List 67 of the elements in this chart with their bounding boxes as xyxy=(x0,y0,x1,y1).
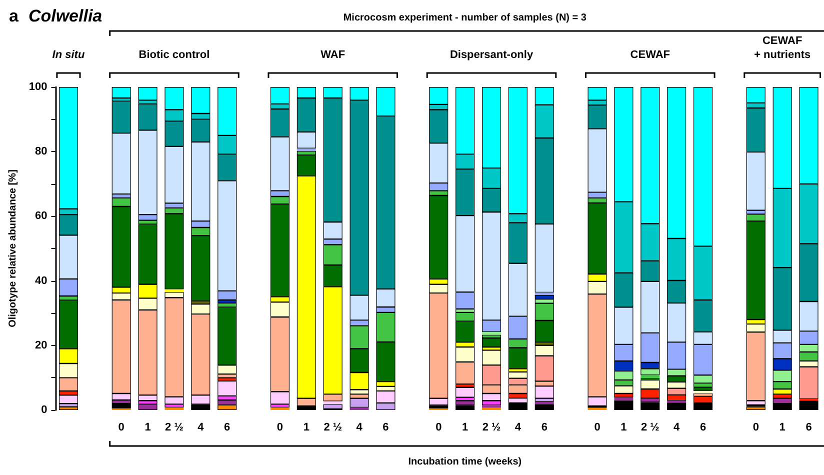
bar xyxy=(534,402,554,404)
x-tick-label: 1 xyxy=(779,422,786,434)
x-tick-label: 1 xyxy=(144,422,151,434)
x-tick-label: 4 xyxy=(356,422,364,434)
x-tick-label: 2 ½ xyxy=(640,422,660,434)
text: Biotic control xyxy=(138,49,210,61)
text: CEWAF + nutrients xyxy=(754,35,811,61)
x-tick-label: 0 xyxy=(276,422,284,434)
bar xyxy=(614,400,634,410)
x-tick-label: 2 ½ xyxy=(324,422,342,434)
bar xyxy=(323,404,342,410)
bar xyxy=(58,406,78,410)
bar xyxy=(746,406,766,410)
x-tick-label: 0 xyxy=(118,422,124,434)
bar xyxy=(112,87,131,98)
bar xyxy=(640,402,660,410)
x-tick-label: 0 xyxy=(752,422,759,434)
y-axis-title: Oligotype relative abundance [%] xyxy=(8,170,18,328)
x-tick-label: 0 xyxy=(436,422,442,434)
x-tick-label: 6 xyxy=(382,422,389,434)
x-tick-label: 1 xyxy=(620,422,627,434)
x-tick-label: 2 ½ xyxy=(165,422,184,434)
x-tick-label: 6 xyxy=(700,422,706,434)
x-tick-label: 6 xyxy=(224,422,230,434)
x-tick-label: 4 xyxy=(198,422,205,434)
x-tick-label: 0 xyxy=(594,422,600,434)
bar xyxy=(138,404,158,410)
x-tick-label: 1 xyxy=(303,422,310,434)
y-tick-label: 100 xyxy=(28,81,48,93)
text: Dispersant-only xyxy=(450,49,534,61)
bar xyxy=(164,407,184,410)
y-tick-label: 20 xyxy=(35,339,48,352)
bar xyxy=(350,398,369,408)
text: In situ xyxy=(52,49,85,61)
bar xyxy=(667,402,686,410)
x-tick-label: 6 xyxy=(541,422,548,434)
y-tick-label: 60 xyxy=(35,210,48,222)
bar xyxy=(296,148,316,151)
bar xyxy=(456,387,475,398)
bar xyxy=(534,404,554,410)
bar xyxy=(164,289,184,292)
x-tick-label: 2 ½ xyxy=(482,422,501,434)
x-tick-label: 1 xyxy=(462,422,468,434)
x-tick-label: 4 xyxy=(674,422,681,434)
bar xyxy=(482,338,502,348)
bar xyxy=(640,375,660,378)
bar xyxy=(534,295,554,300)
text: Microcosm experiment - number of samples (N) = 3 xyxy=(343,12,587,24)
x-tick-label: 6 xyxy=(806,422,812,434)
x-tick-label: 4 xyxy=(514,422,522,434)
bar xyxy=(218,380,237,396)
bar xyxy=(58,395,78,404)
text: WAF xyxy=(320,49,346,61)
bar xyxy=(350,407,369,410)
y-tick-label: 40 xyxy=(35,274,48,287)
bar xyxy=(138,87,158,100)
y-tick-label: 80 xyxy=(35,146,48,158)
x-axis-title: Incubation time (weeks) xyxy=(408,456,522,468)
bar xyxy=(270,407,290,410)
bar xyxy=(534,292,554,296)
bar xyxy=(614,397,634,400)
bar xyxy=(112,404,131,408)
y-tick-label: 0 xyxy=(41,404,48,416)
text: CEWAF xyxy=(630,49,670,61)
bar xyxy=(694,387,713,391)
bar xyxy=(482,405,502,408)
chart-title: a Colwellia xyxy=(9,6,102,26)
